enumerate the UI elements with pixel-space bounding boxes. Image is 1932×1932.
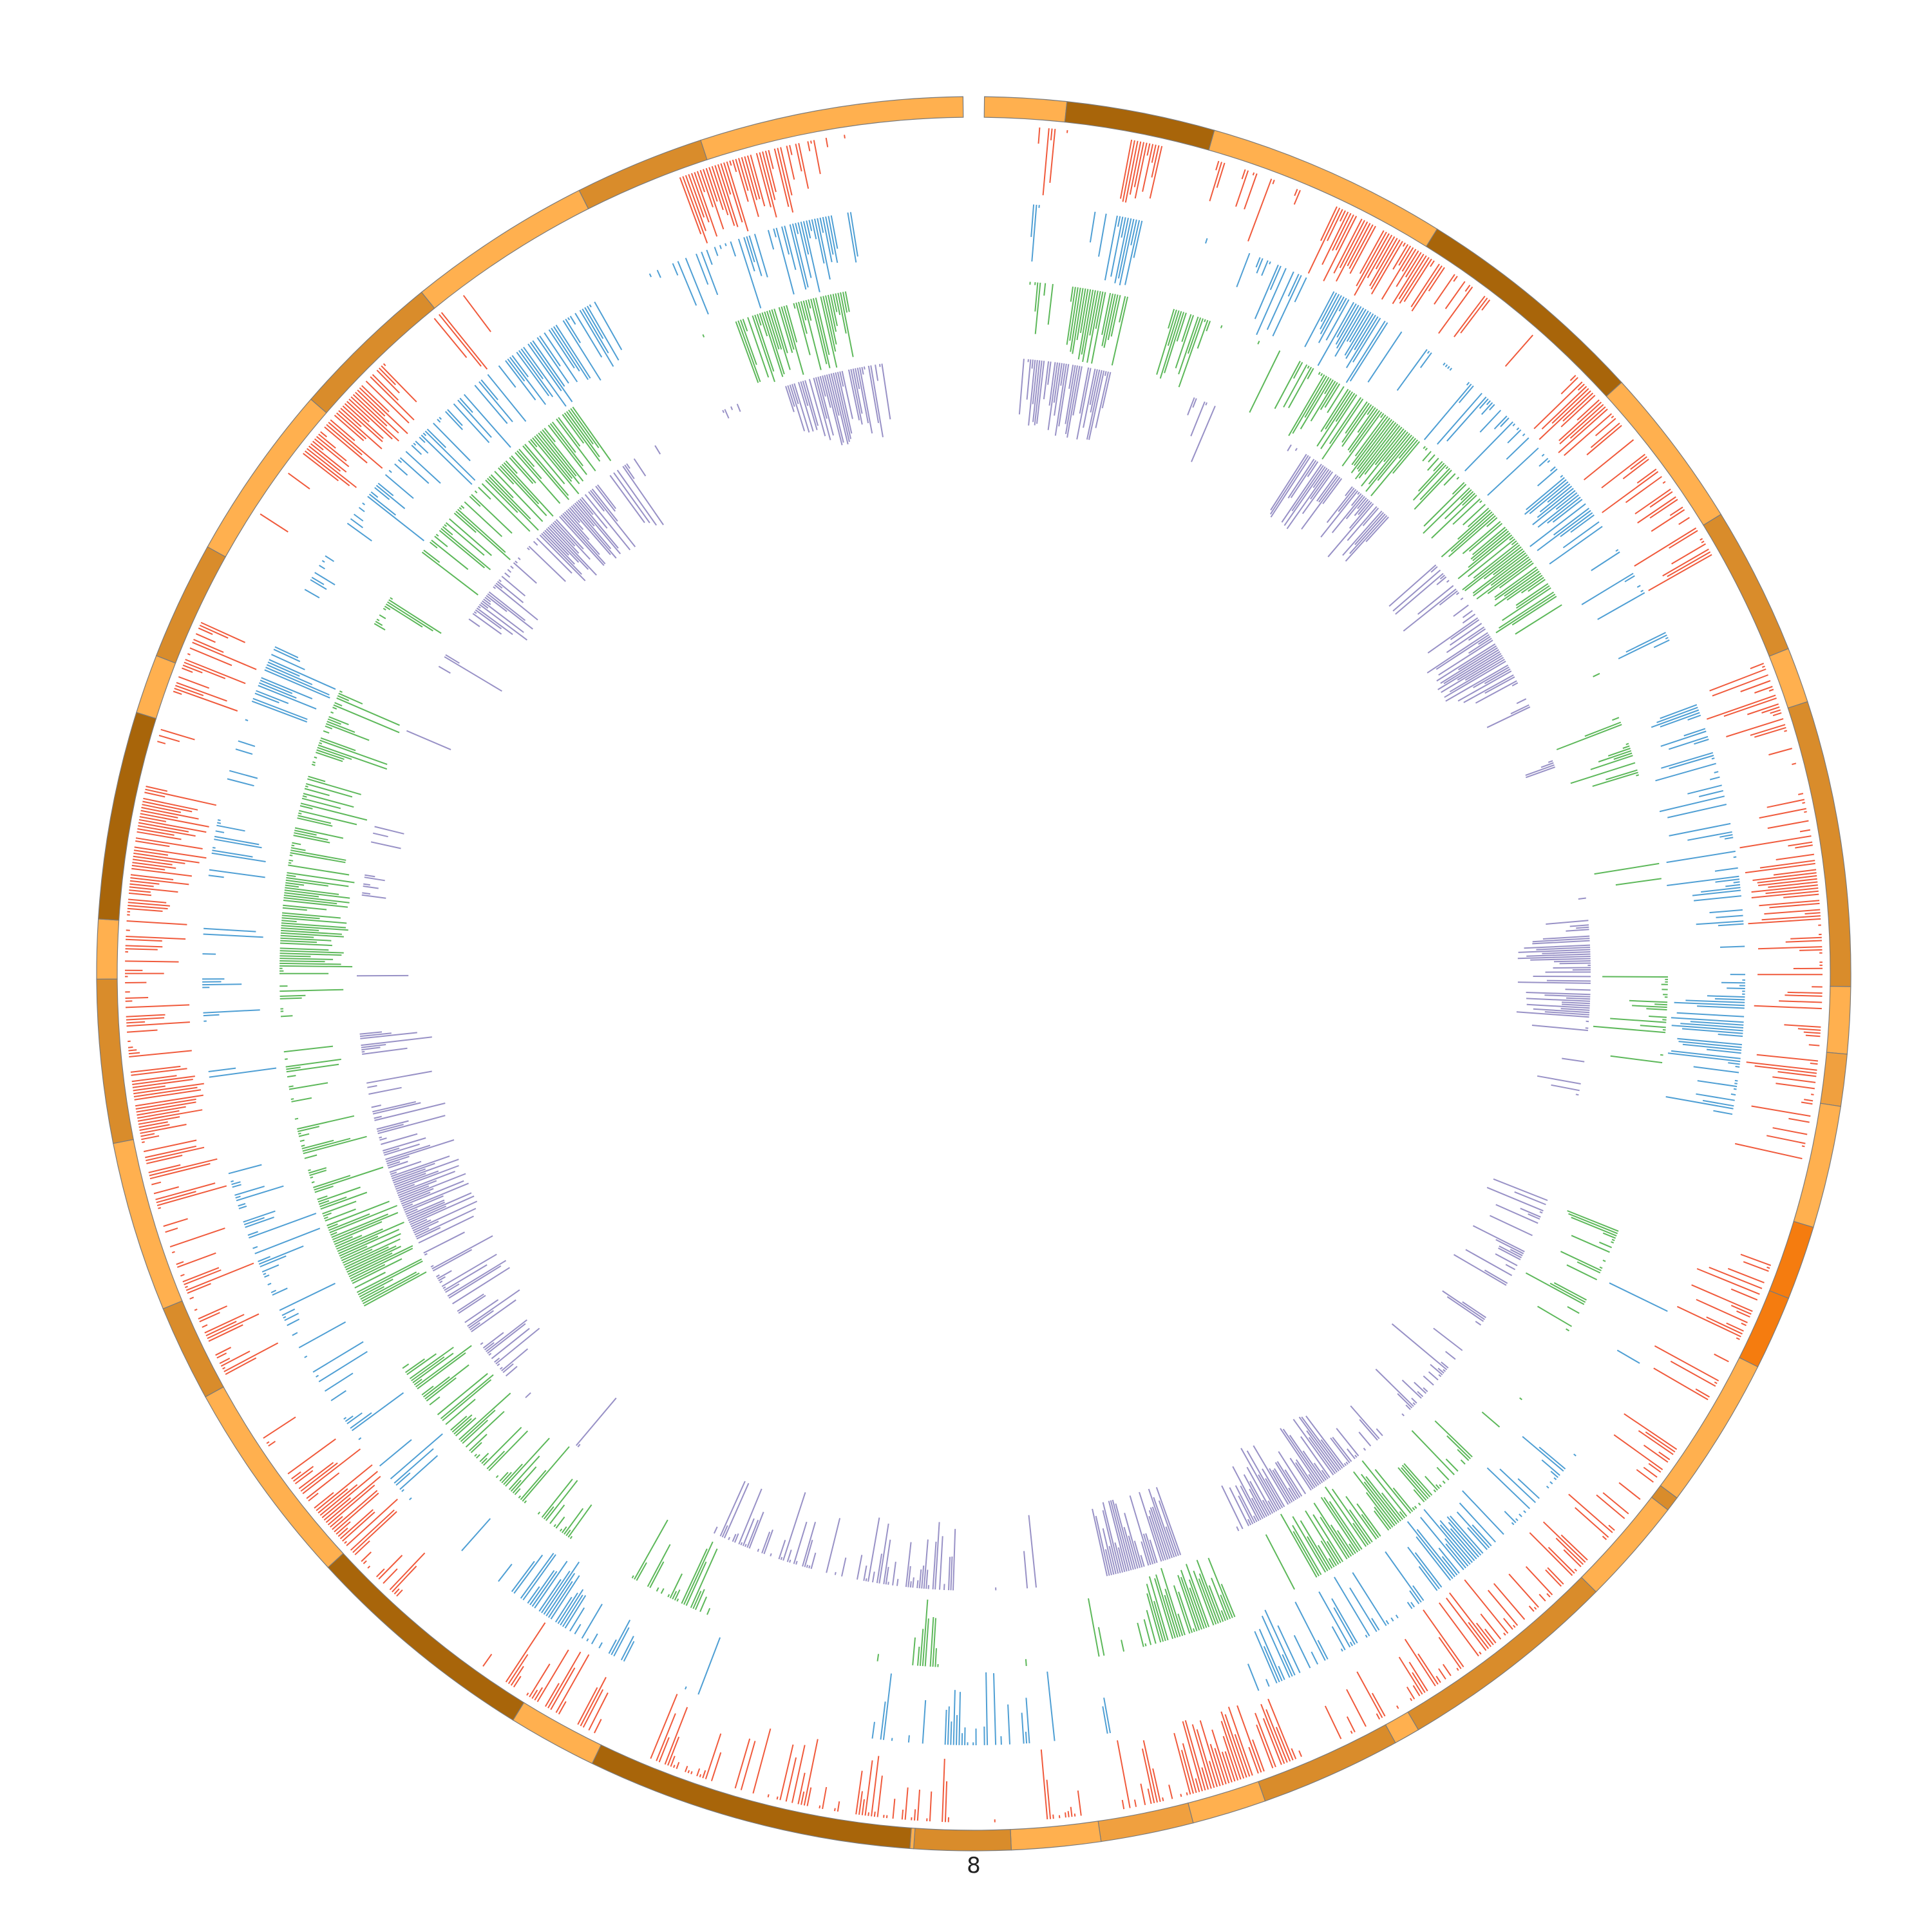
track-4 bbox=[356, 359, 1591, 1591]
track-3 bbox=[279, 281, 1669, 1667]
chromosome-label: 8 bbox=[967, 1853, 981, 1879]
chromosome-ideogram bbox=[96, 96, 1852, 1852]
cytoband-24 bbox=[591, 1744, 912, 1850]
track-2-bars bbox=[202, 204, 1746, 1746]
cytoband-34 bbox=[155, 546, 226, 664]
cytoband-10 bbox=[1793, 1103, 1842, 1228]
cytoband-36 bbox=[310, 291, 435, 413]
cytoband-31 bbox=[96, 918, 120, 980]
cytoband-12 bbox=[1739, 1290, 1790, 1368]
cytoband-0 bbox=[983, 96, 1068, 123]
cytoband-13 bbox=[1660, 1357, 1759, 1499]
cytoband-30 bbox=[96, 978, 134, 1144]
cytoband-39 bbox=[700, 96, 964, 160]
cytoband-2 bbox=[1208, 129, 1438, 247]
cytoband-5 bbox=[1703, 513, 1789, 657]
track-1-bars bbox=[124, 127, 1823, 1823]
cytoband-27 bbox=[205, 1386, 344, 1568]
track-3-bars bbox=[279, 281, 1669, 1667]
cytoband-22 bbox=[913, 1828, 1012, 1852]
cytoband-33 bbox=[136, 655, 176, 719]
cytoband-19 bbox=[1188, 1781, 1266, 1824]
data-tracks bbox=[124, 127, 1823, 1823]
track-4-bars bbox=[356, 359, 1591, 1591]
cytoband-15 bbox=[1580, 1497, 1669, 1593]
track-1 bbox=[124, 127, 1823, 1823]
track-2 bbox=[202, 204, 1746, 1746]
cytoband-21 bbox=[1010, 1821, 1102, 1851]
cytoband-18 bbox=[1258, 1724, 1396, 1802]
cytoband-20 bbox=[1097, 1802, 1194, 1842]
cytoband-37 bbox=[421, 189, 589, 309]
cytoband-4 bbox=[1605, 381, 1722, 526]
cytoband-9 bbox=[1820, 1052, 1848, 1107]
cytoband-1 bbox=[1064, 101, 1215, 151]
cytoband-8 bbox=[1826, 985, 1852, 1055]
cytoband-35 bbox=[207, 399, 327, 558]
cytoband-3 bbox=[1425, 228, 1622, 397]
cytoband-26 bbox=[327, 1553, 525, 1721]
cytoband-11 bbox=[1768, 1220, 1814, 1299]
cytoband-16 bbox=[1407, 1577, 1597, 1730]
